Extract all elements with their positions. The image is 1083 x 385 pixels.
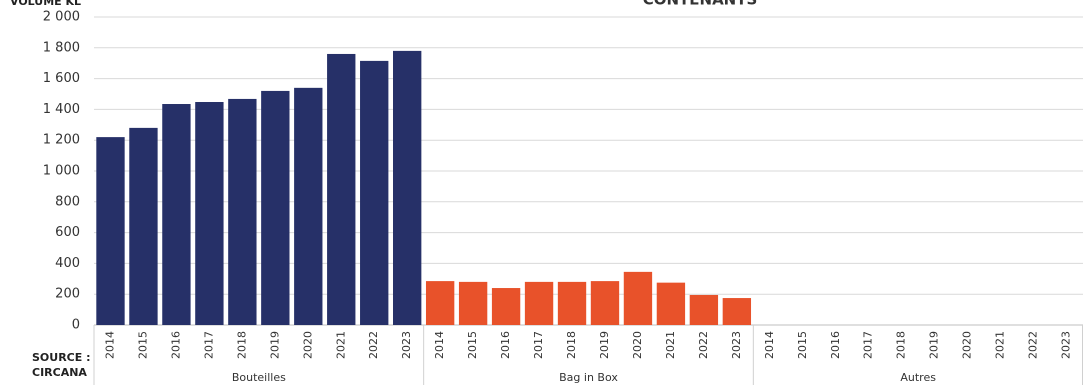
x-tick-label: 2017 [202,331,215,359]
x-tick-label: 2021 [334,331,347,359]
bar [689,294,719,325]
y-tick-label: 1 800 [43,40,80,55]
bar [228,98,257,325]
x-tick-label: 2023 [730,331,743,359]
bar [261,90,290,325]
y-tick-label: 400 [55,256,80,271]
x-tick-label: 2014 [763,331,776,359]
x-tick-label: 2020 [631,331,644,359]
bar [524,281,554,325]
y-tick-label: 1 400 [43,102,80,117]
y-tick-label: 2 000 [43,10,80,25]
y-tick-label: 0 [72,318,80,333]
group-label: Bouteilles [232,371,286,384]
x-tick-label: 2022 [1027,331,1040,359]
y-tick-label: 1 200 [43,133,80,148]
x-tick-label: 2022 [367,331,380,359]
bar [393,50,422,325]
x-tick-label: 2023 [400,331,413,359]
x-tick-label: 2019 [598,331,611,359]
group-label: Autres [900,371,936,384]
bar [294,87,323,325]
x-tick-label: 2017 [862,331,875,359]
source-label: SOURCE : [32,351,91,364]
bar [458,281,488,325]
x-tick-label: 2014 [433,331,446,359]
bar [162,104,191,325]
x-tick-label: 2019 [268,331,281,359]
bar [623,271,653,325]
x-tick-label: 2016 [829,331,842,359]
x-tick-label: 2018 [565,331,578,359]
x-tick-label: 2018 [235,331,248,359]
x-tick-label: 2016 [169,331,182,359]
bar [491,288,521,325]
chart-title: CONTENANTS [643,0,758,9]
y-tick-label: 600 [55,225,80,240]
bar [195,102,224,326]
x-tick-label: 2023 [1060,331,1073,359]
y-tick-label: 1 000 [43,164,80,179]
x-tick-label: 2015 [466,331,479,359]
y-axis-label: VOLUME KL [10,0,81,8]
x-tick-label: 2017 [532,331,545,359]
x-tick-label: 2015 [136,331,149,359]
bar [425,281,455,325]
x-tick-label: 2019 [928,331,941,359]
group-label: Bag in Box [559,371,618,384]
bar [327,53,356,326]
bar [129,127,158,325]
x-tick-label: 2020 [961,331,974,359]
bar [590,281,620,325]
x-tick-label: 2018 [895,331,908,359]
x-tick-label: 2014 [103,331,116,359]
bar [656,282,686,325]
bar [96,137,125,325]
bar [557,281,587,325]
y-tick-label: 200 [55,287,80,302]
y-tick-label: 800 [55,194,80,209]
x-tick-label: 2021 [994,331,1007,359]
y-tick-label: 1 600 [43,71,80,86]
bar [360,60,389,325]
x-tick-label: 2022 [697,331,710,359]
x-tick-label: 2015 [796,331,809,359]
x-tick-label: 2020 [301,331,314,359]
source-name: CIRCANA [32,366,87,379]
bar [722,298,752,325]
x-tick-label: 2016 [499,331,512,359]
x-tick-label: 2021 [664,331,677,359]
